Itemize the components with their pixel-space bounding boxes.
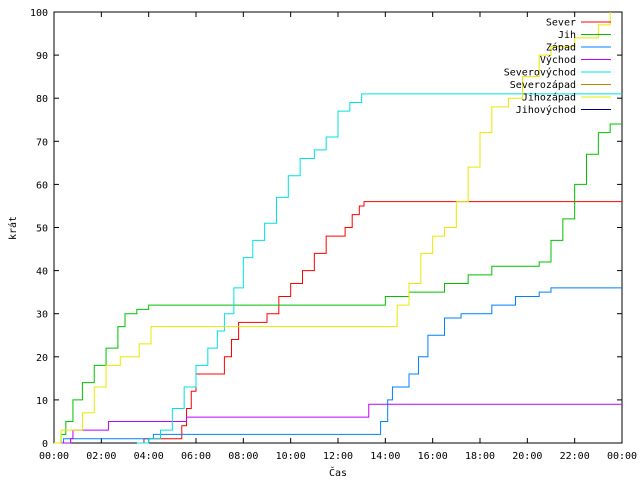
series-layer: [54, 12, 622, 444]
legend-label: Západ: [546, 42, 576, 54]
y-tick-label: 90: [36, 51, 48, 62]
x-tick-label: 06:00: [181, 451, 211, 462]
legend-label: Jih: [558, 30, 576, 41]
y-axis-label: krát: [7, 216, 19, 240]
x-tick-label: 18:00: [465, 451, 495, 462]
y-tick-label: 30: [36, 310, 48, 321]
legend-label: Jihovýchod: [516, 104, 576, 116]
x-tick-label: 00:00: [607, 451, 637, 462]
series-line: [54, 403, 622, 444]
y-tick-label: 10: [36, 396, 48, 407]
y-tick-label: 60: [36, 180, 48, 191]
legend-label: Severozápad: [510, 79, 576, 91]
legend-label: Severovýchod: [504, 67, 576, 79]
series-line: [54, 12, 611, 444]
x-tick-label: 08:00: [228, 451, 258, 462]
x-tick-label: 10:00: [276, 451, 306, 462]
x-tick-label: 14:00: [370, 451, 400, 462]
x-tick-label: 12:00: [323, 451, 353, 462]
series-line: [136, 93, 622, 444]
x-tick-label: 20:00: [512, 451, 542, 462]
y-tick-label: 20: [36, 353, 48, 364]
y-tick-label: 80: [36, 94, 48, 105]
x-tick-label: 22:00: [560, 451, 590, 462]
legend: SeverJihZápadVýchodSeverovýchodSeverozáp…: [504, 18, 611, 116]
x-tick-label: 00:00: [39, 451, 69, 462]
legend-label: Sever: [546, 18, 576, 29]
series-line: [141, 201, 622, 444]
legend-label: Jihozápad: [522, 92, 576, 104]
legend-label: Východ: [540, 54, 576, 66]
y-tick-label: 100: [30, 8, 48, 19]
y-tick-label: 0: [42, 439, 48, 450]
x-tick-label: 04:00: [134, 451, 164, 462]
x-tick-label: 16:00: [418, 451, 448, 462]
y-tick-label: 70: [36, 137, 48, 148]
y-tick-label: 40: [36, 267, 48, 278]
axes: 00:00 02:00 04:00 06:00 08:00 10:00 12:00 14:00…: [30, 8, 637, 462]
y-tick-label: 50: [36, 224, 48, 235]
series-line: [54, 287, 622, 444]
x-tick-label: 02:00: [86, 451, 116, 462]
x-axis-label: Čas: [329, 466, 347, 479]
series-line: [54, 123, 622, 444]
